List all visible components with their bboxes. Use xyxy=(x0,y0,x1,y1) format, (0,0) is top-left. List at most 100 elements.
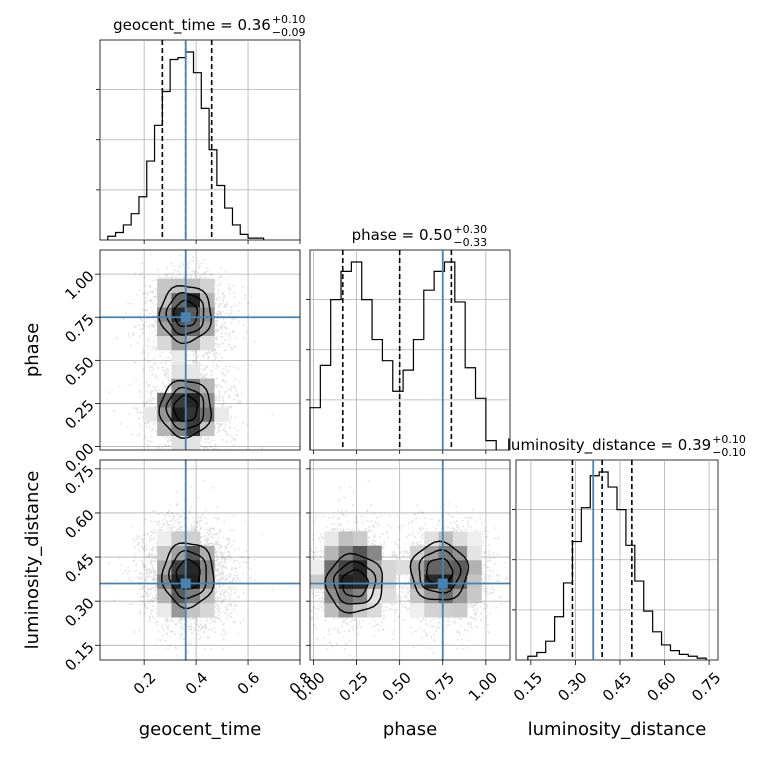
panel-geocent_time-phase xyxy=(99,249,301,451)
hist-luminosity_distance xyxy=(527,471,707,660)
xlabel-geocent_time: geocent_time xyxy=(139,719,262,740)
density-cell xyxy=(200,335,215,351)
panel-geocent_time-luminosity_distance xyxy=(99,459,301,661)
density-cell xyxy=(352,560,368,575)
density-cell xyxy=(157,335,172,351)
truth-marker xyxy=(437,578,448,589)
density-cell xyxy=(157,421,172,437)
density-cell xyxy=(438,531,454,547)
density-cell xyxy=(200,278,215,294)
density-cell xyxy=(467,560,482,575)
density-cell xyxy=(200,602,215,618)
xlabel-phase: phase xyxy=(383,719,437,740)
density-cell xyxy=(185,602,201,618)
contour-upper xyxy=(172,299,199,328)
density-cell xyxy=(467,531,482,547)
truth-marker xyxy=(180,578,191,589)
density-cell xyxy=(185,531,201,547)
y-tick-label-luminosity_distance: 0.60 xyxy=(61,506,97,542)
hist-panel-luminosity_distance: luminosity_distance = 0.39 +0.10−0.10 xyxy=(507,433,746,661)
x-tick-label-geocent_time: 0.2 xyxy=(130,669,160,699)
density-cell xyxy=(438,602,454,618)
density-cell xyxy=(467,574,482,589)
y-tick-label-luminosity_distance: 0.15 xyxy=(61,638,97,674)
density-cell xyxy=(381,588,397,604)
density-cell xyxy=(381,560,397,575)
contour-center xyxy=(167,549,207,600)
density-cell xyxy=(214,407,229,422)
title-phase: phase = 0.50 xyxy=(352,226,453,244)
density-cell xyxy=(200,574,215,589)
density-cell xyxy=(452,531,468,547)
density-cell xyxy=(367,588,382,604)
density-cell xyxy=(200,307,215,322)
xlabel-luminosity_distance: luminosity_distance xyxy=(528,719,707,740)
density-cell xyxy=(185,335,201,351)
contour-lower xyxy=(172,394,199,422)
x-tick-label-luminosity_distance: 0.30 xyxy=(554,669,590,705)
scatter-points xyxy=(108,253,274,450)
y-tick-label-phase: 0.50 xyxy=(61,353,97,389)
hist-panel-phase: phase = 0.50 +0.30−0.33 xyxy=(306,223,511,451)
title-luminosity_distance: luminosity_distance = 0.39 xyxy=(507,436,711,455)
contour-lower xyxy=(158,379,213,439)
density-cell xyxy=(452,602,468,618)
density-cell xyxy=(200,421,215,437)
density-cell xyxy=(467,545,482,561)
truth-marker xyxy=(180,312,191,323)
title-minus-phase: −0.33 xyxy=(453,236,487,249)
contour-upper xyxy=(158,285,213,345)
x-tick-label-luminosity_distance: 0.75 xyxy=(688,669,724,705)
contour-upper xyxy=(165,291,205,336)
density-cell xyxy=(338,560,354,575)
contour-center xyxy=(175,558,201,590)
x-tick-label-luminosity_distance: 0.60 xyxy=(643,669,679,705)
density-cell xyxy=(200,292,215,308)
density-cell xyxy=(452,588,468,604)
x-tick-label-geocent_time: 0.4 xyxy=(182,669,212,699)
x-tick-label-phase: 0.25 xyxy=(336,669,372,705)
density-cell xyxy=(338,531,354,547)
title-geocent_time: geocent_time = 0.36 xyxy=(113,16,271,35)
density-cell xyxy=(352,531,368,547)
density-cell xyxy=(338,602,354,618)
y-tick-label-phase: 0.25 xyxy=(61,396,97,432)
x-tick-label-luminosity_distance: 0.15 xyxy=(510,669,546,705)
contour-center xyxy=(160,542,215,610)
ylabel-luminosity_distance: luminosity_distance xyxy=(22,471,43,650)
density-cell xyxy=(410,588,425,604)
density-cell xyxy=(171,321,187,337)
density-cell xyxy=(171,364,187,379)
density-cell xyxy=(185,278,201,294)
density-cell xyxy=(171,435,187,450)
contour-right xyxy=(418,549,462,594)
density-cell xyxy=(424,602,439,618)
panel-phase-luminosity_distance xyxy=(309,459,511,661)
density-cell xyxy=(185,321,201,337)
density-cell xyxy=(200,545,215,561)
contour-right xyxy=(409,540,470,601)
density-cell xyxy=(157,602,172,618)
density-cell xyxy=(367,602,382,618)
density-cell xyxy=(185,560,201,575)
density-cell xyxy=(142,407,158,422)
density-cell xyxy=(310,560,325,575)
y-tick-label-phase: 0.75 xyxy=(61,310,97,346)
density-cell xyxy=(338,574,354,589)
x-tick-label-phase: 0.50 xyxy=(379,669,415,705)
y-tick-label-luminosity_distance: 0.30 xyxy=(61,594,97,630)
density-cell xyxy=(324,574,339,589)
density-cell xyxy=(171,350,187,365)
density-cell xyxy=(185,364,201,379)
panel-frame xyxy=(309,459,511,661)
density-cell xyxy=(410,560,425,575)
density-cell xyxy=(367,545,382,561)
ylabel-phase: phase xyxy=(22,323,43,377)
x-tick-label-phase: 1.00 xyxy=(465,669,501,705)
hist-phase xyxy=(309,261,497,450)
density-cell xyxy=(171,602,187,618)
density-cell xyxy=(157,574,172,589)
panel-frame xyxy=(99,249,301,451)
density-cell xyxy=(171,531,187,547)
